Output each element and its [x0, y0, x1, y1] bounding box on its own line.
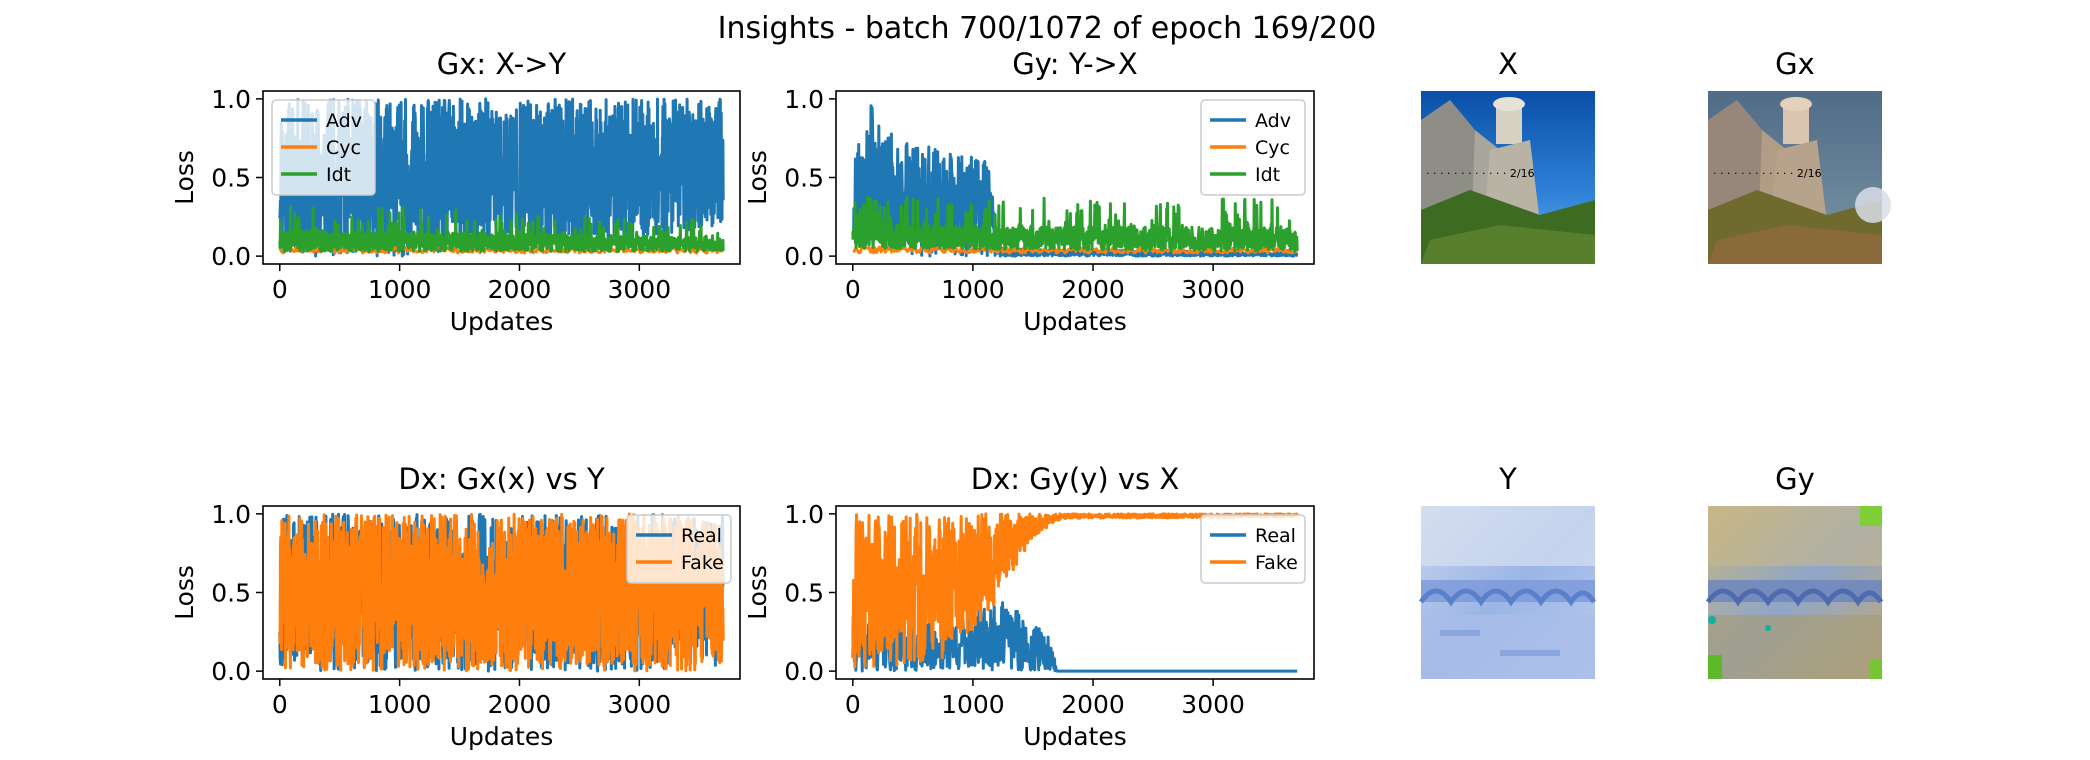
dx-gx-vs-y-legend-box — [626, 514, 732, 584]
image-y — [1418, 506, 1597, 679]
dx-gy-vs-x-xtick-label: 2000 — [1061, 690, 1125, 719]
dx-gx-vs-y-xtick-label: 2000 — [488, 690, 552, 719]
dx-gy-vs-x-ytick-label: 1.0 — [784, 500, 824, 529]
gy-loss-legend-label-adv: Adv — [1255, 110, 1291, 132]
dx-gy-vs-x-legend-label-fake: Fake — [1255, 552, 1298, 574]
dx-gx-vs-y-xtick-label: 0 — [272, 690, 288, 719]
loss-charts: 0 1000 2000 3000 0.0 0.5 1.0 Gx: X->Y Updates Los… — [170, 47, 1315, 751]
image-x: · · · · · · · · · · · · 2/16 — [1421, 91, 1595, 264]
dx-gy-vs-x-legend-label-real: Real — [1255, 525, 1296, 547]
dx-gy-vs-x-xlabel: Updates — [1023, 722, 1127, 751]
dx-gx-vs-y-chart: 0 1000 2000 3000 0.0 0.5 1.0 Dx: Gx(x) vs Y Upda… — [170, 462, 741, 751]
gy-loss-ytick-label: 0.0 — [784, 242, 824, 271]
gy-loss-xtick-label: 0 — [845, 275, 861, 304]
dx-gy-vs-x-ytick-label: 0.0 — [784, 657, 824, 686]
gx-loss-ytick-label: 1.0 — [211, 85, 251, 114]
gy-loss-xtick-label: 3000 — [1181, 275, 1245, 304]
gy-loss-legend-box — [1200, 99, 1306, 196]
dx-gx-vs-y-legend-label-fake: Fake — [681, 552, 724, 574]
gx-loss-legend-label-cyc: Cyc — [326, 137, 361, 159]
gx-loss-legend-box — [271, 99, 376, 196]
dx-gy-vs-x-ylabel: Loss — [743, 565, 772, 620]
dx-gx-vs-y-ytick-label: 0.0 — [211, 657, 251, 686]
gx-loss-ylabel: Loss — [170, 150, 199, 205]
dx-gy-vs-x-ytick-label: 0.5 — [784, 579, 824, 608]
image-gy — [1705, 506, 1884, 679]
image-x-panel: X · · · · · · · · · · · · 2/16 — [1421, 47, 1595, 264]
image-y-title: Y — [1498, 462, 1517, 496]
gy-loss-title: Gy: Y->X — [1012, 47, 1137, 81]
gx-loss-legend-label-adv: Adv — [326, 110, 362, 132]
dx-gy-vs-x-legend-box — [1200, 514, 1306, 584]
gy-loss-xtick-label: 1000 — [941, 275, 1005, 304]
gx-loss-title: Gx: X->Y — [437, 47, 567, 81]
dx-gy-vs-x-xtick-label: 0 — [845, 690, 861, 719]
gx-loss-legend: Adv Cyc Idt — [271, 99, 376, 196]
dx-gy-vs-x-xtick-label: 1000 — [941, 690, 1005, 719]
gx-loss-ytick-label: 0.0 — [211, 242, 251, 271]
image-gx: · · · · · · · · · · · · 2/16 — [1708, 91, 1891, 264]
gy-loss-series-idt-line — [851, 195, 1299, 253]
image-gx-title: Gx — [1775, 47, 1815, 81]
dx-gy-vs-x-series-real-line — [851, 601, 1299, 673]
image-y-panel: Y — [1418, 462, 1597, 679]
dx-gx-vs-y-ytick-label: 0.5 — [211, 579, 251, 608]
gy-loss-ytick-label: 1.0 — [784, 85, 824, 114]
gx-loss-ytick-label: 0.5 — [211, 164, 251, 193]
dx-gx-vs-y-xtick-label: 3000 — [608, 690, 672, 719]
gy-loss-chart: 0 1000 2000 3000 0.0 0.5 1.0 Gy: Y->X Updates Los… — [743, 47, 1315, 336]
gx-loss-xtick-label: 1000 — [368, 275, 432, 304]
image-x-title: X — [1498, 47, 1518, 81]
dx-gy-vs-x-chart: 0 1000 2000 3000 0.0 0.5 1.0 Dx: Gy(y) vs X Upda… — [743, 462, 1315, 751]
dx-gx-vs-y-xlabel: Updates — [450, 722, 554, 751]
svg-text:· · · · · · · · · · · · 2/16: · · · · · · · · · · · · 2/16 — [1426, 167, 1535, 180]
gy-loss-ylabel: Loss — [743, 150, 772, 205]
gx-loss-xtick-label: 0 — [272, 275, 288, 304]
figure-suptitle: Insights - batch 700/1072 of epoch 169/2… — [718, 11, 1377, 46]
gx-loss-xtick-label: 2000 — [488, 275, 552, 304]
gy-loss-legend-label-idt: Idt — [1255, 164, 1280, 186]
dx-gx-vs-y-legend: Real Fake — [626, 514, 732, 584]
gy-loss-xlabel: Updates — [1023, 307, 1127, 336]
gx-loss-series-idt-line — [278, 205, 725, 253]
dx-gx-vs-y-xtick-label: 1000 — [368, 690, 432, 719]
dx-gx-vs-y-ytick-label: 1.0 — [211, 500, 251, 529]
svg-text:· · · · · · · · · · · · 2/16: · · · · · · · · · · · · 2/16 — [1713, 167, 1822, 180]
gy-loss-legend: Adv Cyc Idt — [1200, 99, 1306, 196]
dx-gx-vs-y-title: Dx: Gx(x) vs Y — [398, 462, 605, 496]
gx-loss-xlabel: Updates — [450, 307, 554, 336]
gx-loss-xtick-label: 3000 — [608, 275, 672, 304]
dx-gy-vs-x-xtick-label: 3000 — [1181, 690, 1245, 719]
gx-loss-chart: 0 1000 2000 3000 0.0 0.5 1.0 Gx: X->Y Updates Los… — [170, 47, 741, 336]
gx-loss-legend-label-idt: Idt — [326, 164, 351, 186]
dx-gx-vs-y-ylabel: Loss — [170, 565, 199, 620]
image-gx-panel: Gx · · · · · · · · · · · · 2/16 — [1708, 47, 1891, 264]
gy-loss-legend-label-cyc: Cyc — [1255, 137, 1290, 159]
dx-gy-vs-x-title: Dx: Gy(y) vs X — [971, 462, 1179, 496]
gy-loss-ytick-label: 0.5 — [784, 164, 824, 193]
dx-gx-vs-y-legend-label-real: Real — [681, 525, 722, 547]
dx-gy-vs-x-legend: Real Fake — [1200, 514, 1306, 584]
image-gy-panel: Gy — [1705, 462, 1884, 679]
gy-loss-xtick-label: 2000 — [1061, 275, 1125, 304]
image-gy-title: Gy — [1775, 462, 1815, 496]
